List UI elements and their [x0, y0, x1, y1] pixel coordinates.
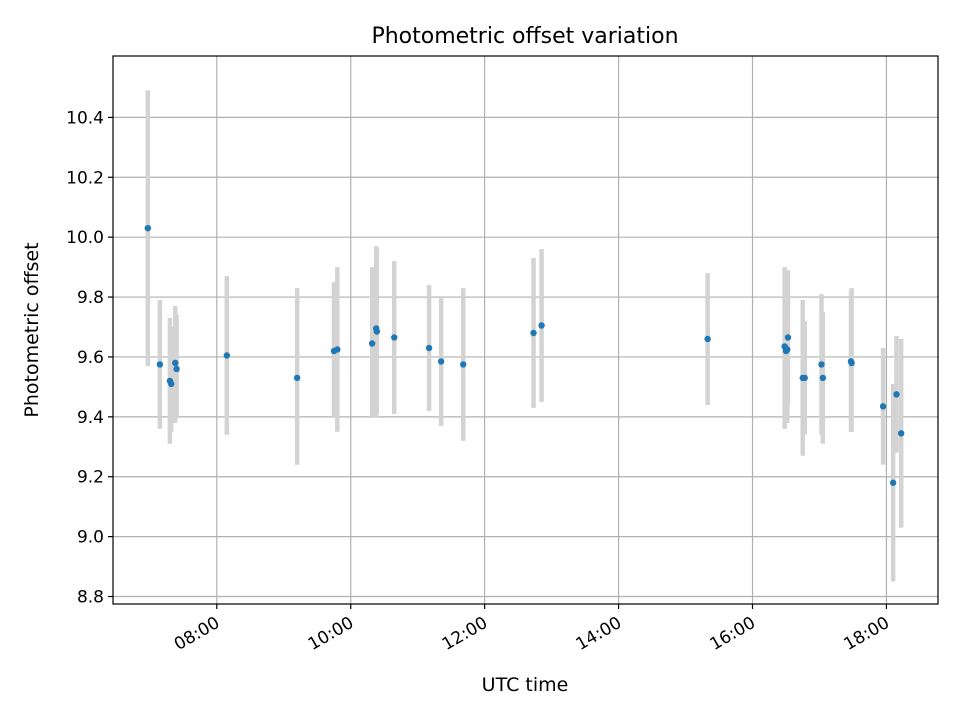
y-tick-label: 8.8 [77, 588, 104, 608]
data-point [437, 358, 445, 365]
data-point [784, 334, 792, 341]
y-tick-label: 9.0 [77, 528, 104, 548]
data-point [293, 374, 301, 382]
data-point [223, 352, 231, 359]
x-tick-label: 18:00 [841, 613, 893, 655]
data-point [818, 361, 825, 368]
data-point [334, 346, 341, 353]
data-point [425, 344, 433, 352]
data-point [144, 224, 152, 232]
data-point [172, 359, 179, 367]
chart-title: Photometric offset variation [371, 24, 678, 49]
data-point [156, 361, 164, 368]
x-tick-label: 16:00 [707, 613, 759, 655]
y-tick-label: 10.0 [66, 228, 104, 248]
x-tick-label: 12:00 [439, 613, 491, 655]
data-points [144, 224, 905, 486]
data-point [373, 328, 381, 335]
y-axis-label: Photometric offset [21, 242, 43, 417]
data-point [879, 403, 887, 410]
x-axis-ticks: 08:00 10:00 12:00 14:00 16:00 18:00 [171, 604, 893, 655]
y-tick-label: 10.4 [66, 108, 104, 128]
data-point [168, 380, 175, 388]
data-point [801, 374, 808, 382]
data-point [893, 391, 900, 398]
x-tick-label: 08:00 [171, 613, 223, 655]
data-point [848, 359, 855, 367]
data-point [368, 340, 376, 347]
data-point [391, 334, 398, 341]
y-tick-label: 9.6 [77, 348, 104, 368]
data-point [819, 374, 827, 382]
x-axis-label: UTC time [482, 674, 569, 696]
x-tick-label: 14:00 [573, 613, 625, 655]
y-tick-label: 9.8 [77, 288, 104, 308]
plot-frame [112, 55, 939, 605]
data-point [460, 361, 467, 368]
y-tick-label: 9.4 [77, 408, 104, 428]
data-point [538, 322, 545, 329]
data-point [173, 365, 180, 373]
y-axis-ticks: 8.8 9.0 9.2 9.4 9.6 9.8 10.0 10.2 10.4 [66, 108, 113, 608]
y-tick-label: 9.2 [77, 468, 104, 488]
data-point [897, 430, 905, 437]
grid-lines [113, 56, 938, 604]
data-point [784, 346, 791, 353]
y-tick-label: 10.2 [66, 168, 104, 188]
data-point [889, 479, 897, 486]
data-point [704, 335, 711, 343]
x-tick-label: 10:00 [305, 613, 357, 655]
data-point [530, 329, 537, 337]
